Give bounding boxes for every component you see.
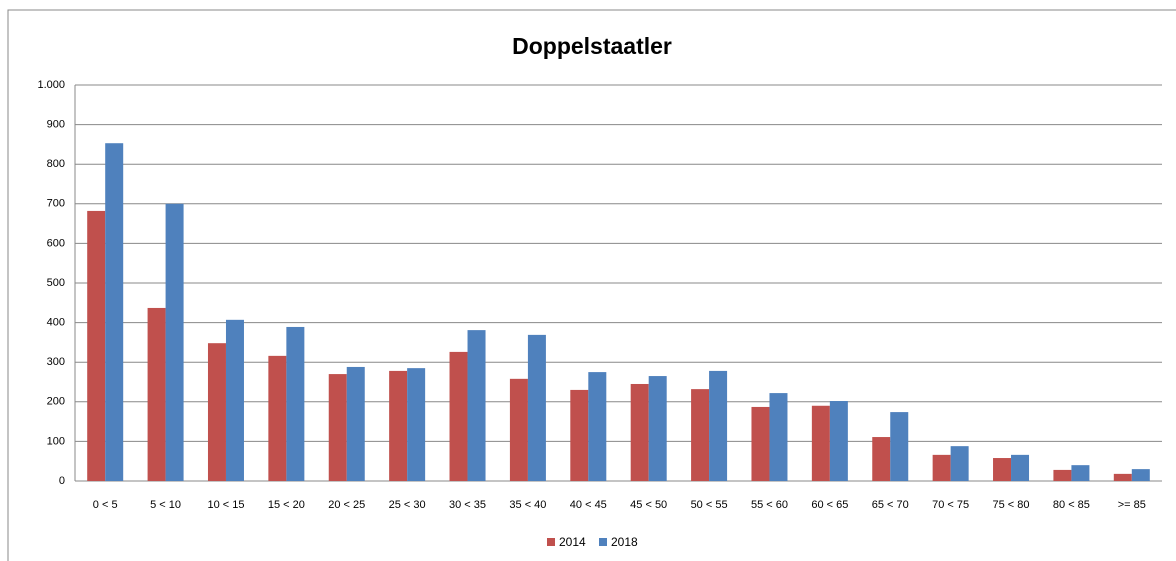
bar (932, 454, 951, 481)
x-tick-label: 80 < 85 (1053, 499, 1090, 511)
y-tick-label: 500 (47, 277, 65, 289)
bar (950, 446, 969, 481)
chart-frame (7, 9, 1176, 561)
y-tick-label: 600 (47, 237, 65, 249)
x-tick-label: 65 < 70 (872, 499, 909, 511)
x-tick-label: 45 < 50 (630, 499, 667, 511)
x-tick-label: 20 < 25 (328, 499, 365, 511)
y-tick-label: 0 (59, 475, 65, 487)
bar (630, 383, 649, 481)
bar (346, 366, 365, 481)
bar (207, 343, 226, 481)
x-tick-label: 50 < 55 (691, 499, 728, 511)
bar (709, 370, 728, 481)
x-tick-label: 15 < 20 (268, 499, 305, 511)
bar (872, 437, 891, 481)
x-tick-label: 0 < 5 (93, 499, 118, 511)
x-tick-label: 60 < 65 (811, 499, 848, 511)
bar (1071, 465, 1090, 481)
y-tick-label: 200 (47, 396, 65, 408)
x-tick-label: 25 < 30 (389, 499, 426, 511)
y-tick-label: 100 (47, 435, 65, 447)
x-tick-label: >= 85 (1118, 499, 1146, 511)
y-tick-label: 400 (47, 317, 65, 329)
bar (811, 405, 830, 481)
legend-label: 2014 (559, 535, 586, 549)
bar (268, 355, 287, 481)
legend-swatch (547, 538, 555, 546)
bar (389, 370, 408, 481)
bar (87, 210, 106, 482)
y-tick-label: 300 (47, 356, 65, 368)
bar (1113, 473, 1132, 481)
bar (993, 458, 1012, 481)
bar (225, 319, 244, 481)
bar (1011, 454, 1030, 481)
bar (467, 330, 486, 481)
bar (509, 378, 528, 481)
x-tick-label: 35 < 40 (509, 499, 546, 511)
y-tick-label: 700 (47, 198, 65, 210)
y-tick-label: 1.000 (37, 79, 65, 91)
bar (328, 374, 347, 481)
bar (570, 389, 589, 481)
bar (527, 334, 546, 481)
x-tick-label: 10 < 15 (207, 499, 244, 511)
bar (769, 393, 788, 481)
bar (147, 307, 166, 481)
x-tick-label: 5 < 10 (150, 499, 181, 511)
x-tick-label: 75 < 80 (993, 499, 1030, 511)
x-tick-label: 55 < 60 (751, 499, 788, 511)
bar (449, 351, 468, 481)
bar (407, 368, 426, 481)
bar (890, 412, 909, 481)
bar (105, 143, 124, 481)
y-tick-label: 800 (47, 158, 65, 170)
bar (1053, 469, 1072, 481)
x-tick-label: 70 < 75 (932, 499, 969, 511)
x-tick-label: 30 < 35 (449, 499, 486, 511)
y-tick-label: 900 (47, 119, 65, 131)
bar (829, 401, 848, 481)
legend-swatch (599, 538, 607, 546)
bar (1131, 469, 1150, 481)
bar (286, 326, 305, 481)
bar (588, 372, 607, 481)
x-tick-label: 40 < 45 (570, 499, 607, 511)
bar (751, 406, 770, 481)
chart-title: Doppelstaatler (512, 33, 672, 59)
bar (648, 376, 667, 481)
bar (691, 389, 710, 481)
legend-label: 2018 (611, 535, 638, 549)
bar (165, 203, 184, 482)
